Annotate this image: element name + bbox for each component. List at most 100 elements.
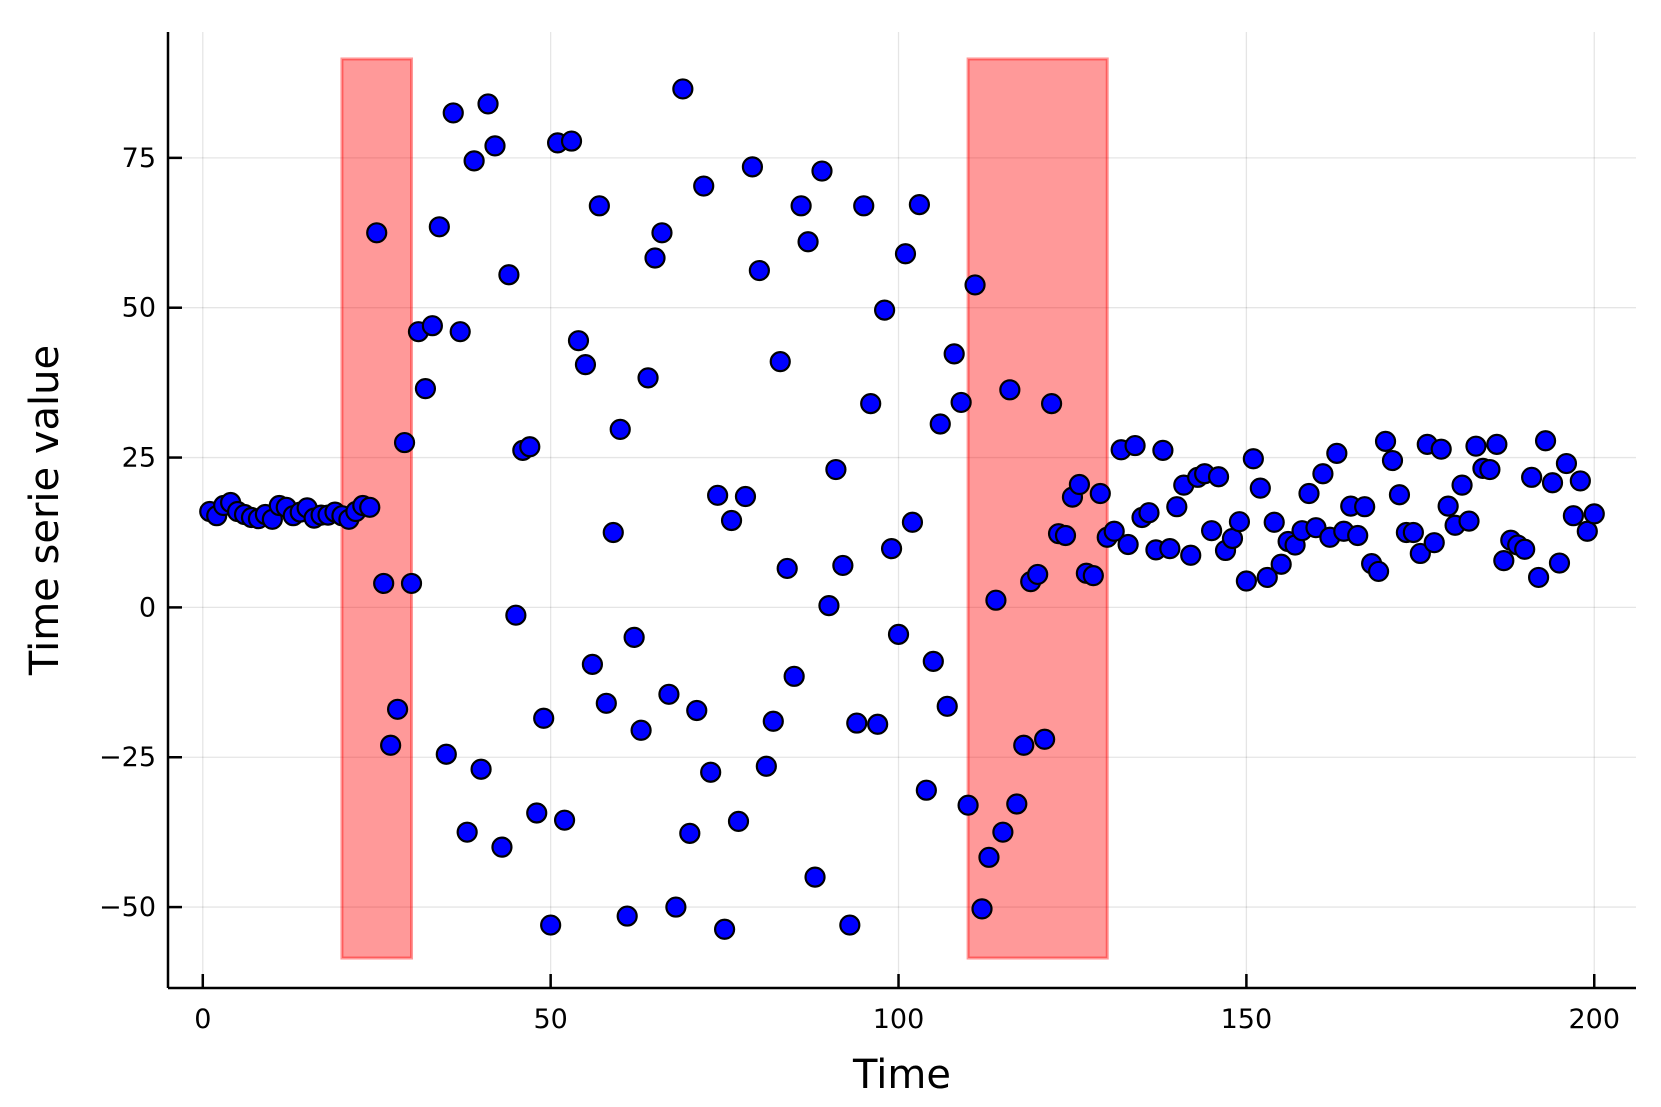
y-tick-label: 25 xyxy=(122,443,156,474)
data-point xyxy=(1117,533,1139,556)
data-point xyxy=(1201,520,1223,542)
data-point xyxy=(1541,472,1564,494)
highlight-bands xyxy=(340,57,1109,960)
data-point xyxy=(526,802,548,824)
data-point xyxy=(783,665,805,687)
y-tick-label: 75 xyxy=(122,143,156,174)
data-point xyxy=(484,135,506,157)
data-point xyxy=(1054,524,1077,547)
y-tick-label: 50 xyxy=(122,293,156,324)
data-point xyxy=(505,604,527,626)
data-point xyxy=(713,918,736,940)
data-point xyxy=(700,761,722,783)
data-point xyxy=(748,259,770,282)
data-point xyxy=(741,156,764,178)
x-tick-label: 200 xyxy=(1568,1004,1620,1035)
data-point xyxy=(1451,474,1473,496)
data-point xyxy=(1381,449,1404,472)
data-point xyxy=(804,866,826,888)
data-point xyxy=(428,216,450,238)
x-tick-label: 150 xyxy=(1221,1004,1273,1035)
data-point xyxy=(755,755,777,777)
data-point xyxy=(574,354,597,376)
data-point xyxy=(609,418,631,440)
data-point xyxy=(1583,503,1605,525)
data-point xyxy=(595,692,617,714)
data-point xyxy=(999,379,1021,401)
data-point xyxy=(707,484,729,506)
data-point xyxy=(1367,560,1390,583)
data-point xyxy=(665,896,687,918)
data-point xyxy=(1430,438,1452,460)
data-point xyxy=(908,194,930,216)
data-point xyxy=(1493,550,1515,572)
data-point xyxy=(686,699,708,722)
data-point xyxy=(1249,477,1271,499)
data-point xyxy=(832,554,854,577)
data-point xyxy=(1089,482,1111,505)
data-point xyxy=(1082,565,1104,587)
data-point xyxy=(477,93,499,115)
data-point xyxy=(658,683,680,705)
data-point xyxy=(1138,502,1160,524)
data-point xyxy=(1180,544,1202,566)
data-point xyxy=(818,594,840,617)
data-point xyxy=(498,264,520,286)
data-point xyxy=(1312,463,1334,485)
data-point xyxy=(1159,538,1181,560)
data-point xyxy=(971,898,993,920)
data-point xyxy=(825,458,847,481)
data-point xyxy=(1256,566,1278,589)
data-point xyxy=(1555,452,1578,475)
data-point xyxy=(720,509,743,532)
data-point xyxy=(887,623,910,645)
data-point xyxy=(1465,435,1487,457)
data-point xyxy=(922,650,944,672)
data-point xyxy=(1423,532,1445,554)
y-tick-label: 0 xyxy=(139,592,156,623)
data-point xyxy=(693,175,715,197)
data-point xyxy=(915,779,937,801)
data-point xyxy=(1458,510,1480,532)
x-axis-title: Time xyxy=(852,1052,951,1098)
data-point xyxy=(839,914,861,936)
data-point xyxy=(567,330,590,352)
data-point xyxy=(1006,793,1028,815)
data-point xyxy=(874,299,896,321)
axes xyxy=(166,32,1636,990)
data-point xyxy=(540,914,562,936)
data-point xyxy=(1479,458,1501,481)
data-point xyxy=(797,231,819,253)
x-tick-label: 0 xyxy=(194,1004,211,1035)
y-tick-label: −50 xyxy=(99,892,156,923)
data-point xyxy=(616,905,638,927)
data-point xyxy=(950,391,972,414)
tick-labels: 0 50 100 150 200 −50 −25 0 25 50 75 xyxy=(99,143,1620,1035)
data-point xyxy=(456,821,478,843)
data-point xyxy=(644,247,666,269)
data-point xyxy=(867,713,889,735)
data-point xyxy=(1569,470,1591,492)
data-point xyxy=(860,393,882,415)
data-point xyxy=(1103,520,1125,542)
data-point xyxy=(602,521,624,544)
data-point xyxy=(880,538,903,560)
data-point xyxy=(1207,466,1230,488)
data-point xyxy=(630,719,652,741)
data-point xyxy=(1402,521,1424,544)
data-point xyxy=(359,496,381,518)
data-point xyxy=(386,698,409,720)
data-point xyxy=(1242,448,1264,470)
data-point xyxy=(1388,484,1411,506)
data-point xyxy=(519,436,541,458)
data-point xyxy=(1514,538,1536,560)
data-point xyxy=(435,743,457,765)
data-point xyxy=(734,485,757,508)
data-point xyxy=(588,195,610,217)
data-point xyxy=(1437,495,1459,517)
data-point xyxy=(560,130,583,152)
data-point xyxy=(936,695,958,717)
data-point xyxy=(470,758,492,780)
data-point xyxy=(929,413,951,435)
